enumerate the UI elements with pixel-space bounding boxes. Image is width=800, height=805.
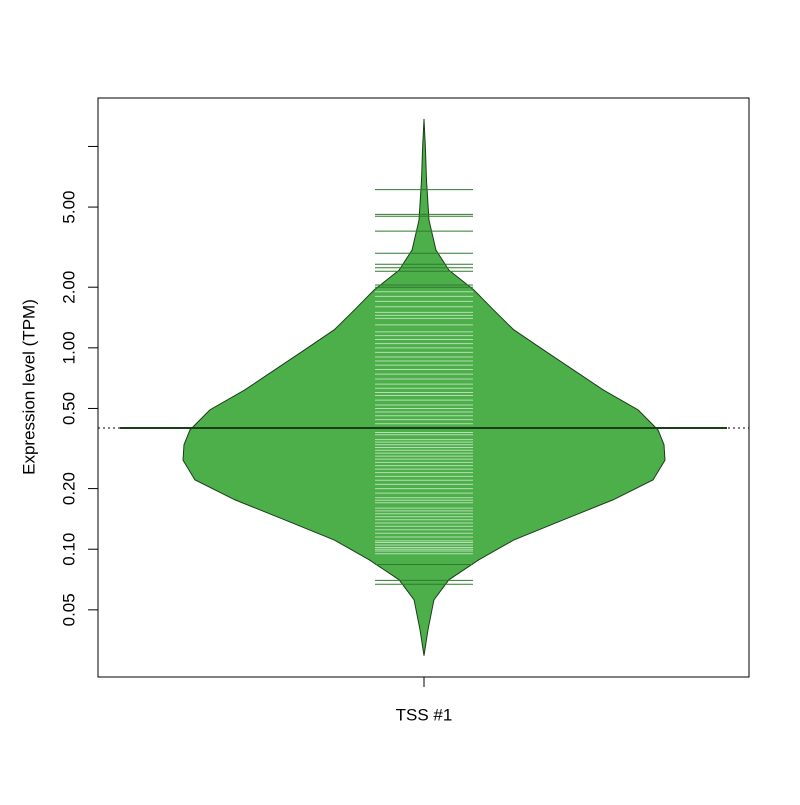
violin: [182, 118, 666, 656]
y-tick-label: 1.00: [59, 331, 78, 364]
y-tick-label: 2.00: [59, 271, 78, 304]
y-tick-label: 5.00: [59, 191, 78, 224]
y-tick-label: 0.50: [59, 392, 78, 425]
y-tick-label: 0.20: [59, 472, 78, 505]
y-axis-label: Expression level (TPM): [19, 299, 38, 475]
y-tick-label: 0.05: [59, 593, 78, 626]
y-tick-label: 0.10: [59, 533, 78, 566]
x-tick-label: TSS #1: [396, 705, 453, 724]
